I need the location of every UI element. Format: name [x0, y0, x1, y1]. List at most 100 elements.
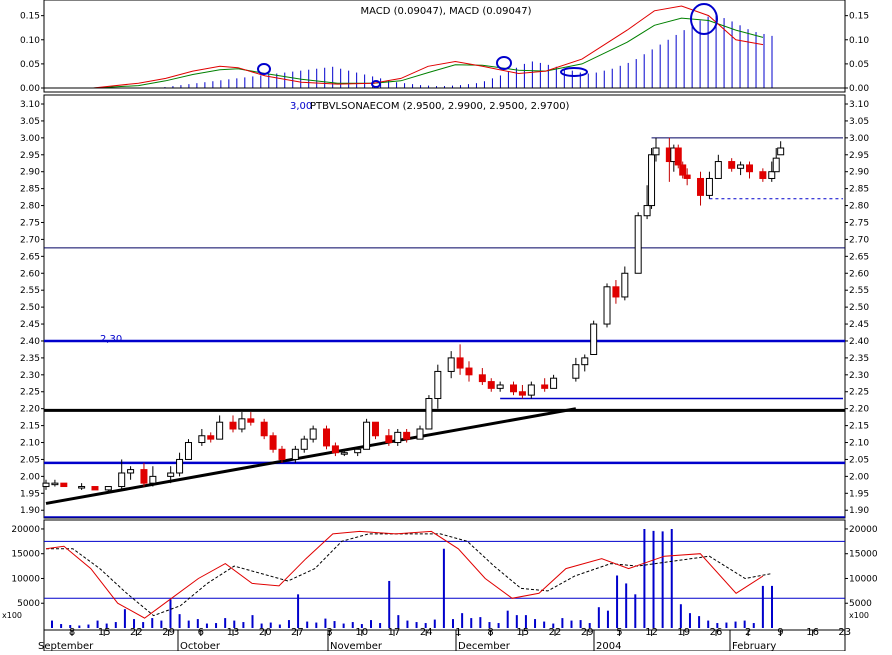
candle-body-7	[127, 469, 135, 474]
candle-body-70	[768, 171, 776, 179]
price-tick-right-18: 2.20	[849, 405, 869, 415]
price-title: PTBVLSONAECOM (2.9500, 2.9900, 2.9500, 2…	[310, 101, 570, 112]
candle-body-38	[456, 357, 464, 369]
trendline	[45, 407, 577, 505]
x-day-label-12: 1	[455, 627, 461, 638]
candle-body-25	[323, 428, 331, 447]
candle-body-41	[487, 381, 495, 389]
price-tick-right-19: 2.15	[849, 422, 869, 432]
price-tick-right-5: 2.85	[849, 185, 869, 195]
price-tick-left-17: 2.25	[20, 388, 40, 398]
candle-body-23	[300, 438, 308, 450]
price-tick-left-23: 1.95	[20, 489, 40, 499]
price-tick-right-24: 1.90	[849, 506, 869, 516]
unit-label-left: x100	[2, 611, 22, 620]
stoch-k-line	[45, 530, 764, 619]
candle-body-54	[634, 215, 642, 274]
candle-body-61	[679, 164, 687, 176]
candle-body-56	[648, 154, 656, 207]
stoch-tick-left-2: 10000	[11, 574, 40, 584]
macd-line	[48, 5, 764, 89]
candle-body-40	[478, 374, 486, 383]
candle-body-55	[643, 205, 651, 217]
stoch-tick-right-1: 15000	[849, 550, 878, 560]
axis-ticks: 0.15 0.15 0.10 0.10 0.05 0.05 0.00 0.00 3.10 3.10…	[11, 12, 878, 610]
candle-body-6	[118, 472, 126, 488]
x-day-label-16: 29	[581, 627, 594, 638]
x-day-label-8: 3	[326, 627, 332, 638]
price-tick-right-7: 2.75	[849, 218, 869, 228]
stoch-tick-left-3: 5000	[17, 599, 40, 609]
x-day-label-4: 6	[198, 627, 204, 638]
candle-body-49	[581, 357, 589, 366]
unit-label-right: x100	[849, 611, 869, 620]
candle-body-31	[385, 435, 393, 444]
macd-title: MACD (0.09047), MACD (0.09047)	[361, 6, 532, 17]
price-tick-right-4: 2.90	[849, 168, 869, 178]
price-tick-right-20: 2.10	[849, 439, 869, 449]
stoch-d-line	[46, 533, 773, 617]
x-day-label-10: 17	[388, 627, 401, 638]
x-day-label-20: 26	[710, 627, 723, 638]
candle-body-15	[216, 421, 224, 440]
candle-body-51	[603, 286, 611, 325]
candle-body-17	[238, 418, 246, 430]
candle-body-60	[674, 147, 682, 166]
candle-body-62	[683, 174, 691, 179]
candle-body-45	[527, 384, 535, 396]
candle-body-64	[705, 177, 713, 196]
price-tick-left-10: 2.60	[20, 269, 40, 279]
price-tick-right-16: 2.30	[849, 371, 869, 381]
candle-body-4	[91, 486, 99, 491]
candle-body-26	[331, 445, 339, 454]
candle-body-1	[51, 482, 59, 486]
x-month-label-4: 2004	[596, 641, 621, 651]
x-day-label-24: 23	[838, 627, 851, 638]
x-month-label-3: December	[458, 641, 511, 651]
x-day-label-15: 22	[549, 627, 562, 638]
price-tick-right-10: 2.60	[849, 269, 869, 279]
macd-highlight-3	[560, 67, 588, 77]
candle-body-67	[737, 164, 745, 169]
level-label: 2,30	[100, 334, 122, 345]
candle-body-57	[652, 147, 660, 156]
x-month-label-5: February	[732, 641, 776, 651]
x-day-label-0: 8	[69, 627, 75, 638]
price-tick-right-13: 2.45	[849, 320, 869, 330]
candle-body-52	[612, 286, 620, 298]
price-tick-left-22: 2.00	[20, 472, 40, 482]
price-tick-left-4: 2.90	[20, 168, 40, 178]
candle-body-21	[278, 448, 286, 460]
candle-body-42	[496, 384, 504, 389]
macd-tick-right-2: 0.05	[849, 60, 869, 70]
price-tick-left-5: 2.85	[20, 185, 40, 195]
price-tick-left-7: 2.75	[20, 218, 40, 228]
candle-body-14	[207, 435, 215, 440]
candle-body-18	[247, 418, 255, 423]
x-day-label-2: 22	[130, 627, 143, 638]
candle-body-9	[149, 475, 157, 484]
candle-body-53	[621, 272, 629, 298]
price-tick-left-16: 2.30	[20, 371, 40, 381]
price-tick-left-18: 2.20	[20, 405, 40, 415]
candle-body-46	[541, 384, 549, 389]
price-panel-frame	[43, 94, 846, 519]
stoch-tick-right-3: 5000	[849, 599, 872, 609]
price-tick-left-21: 2.05	[20, 455, 40, 465]
macd-highlight-1	[371, 80, 381, 88]
price-tick-right-6: 2.80	[849, 202, 869, 212]
price-tick-left-20: 2.10	[20, 439, 40, 449]
x-axis-labels: 8 15 22 29 6 13 20 27 3 10 17 24 1 8 15 22 29 5 12 19 26 2 9 16…	[38, 627, 851, 652]
candle-body-16	[229, 421, 237, 430]
candle-body-20	[269, 435, 277, 450]
price-tick-right-14: 2.40	[849, 337, 869, 347]
macd-highlight-4	[690, 3, 718, 35]
candle-body-0	[42, 482, 50, 488]
price-tick-right-11: 2.55	[849, 286, 869, 296]
candle-body-69	[759, 171, 767, 179]
macd-signal-line	[48, 17, 764, 89]
price-tick-left-24: 1.90	[20, 506, 40, 516]
x-day-label-19: 19	[677, 627, 690, 638]
